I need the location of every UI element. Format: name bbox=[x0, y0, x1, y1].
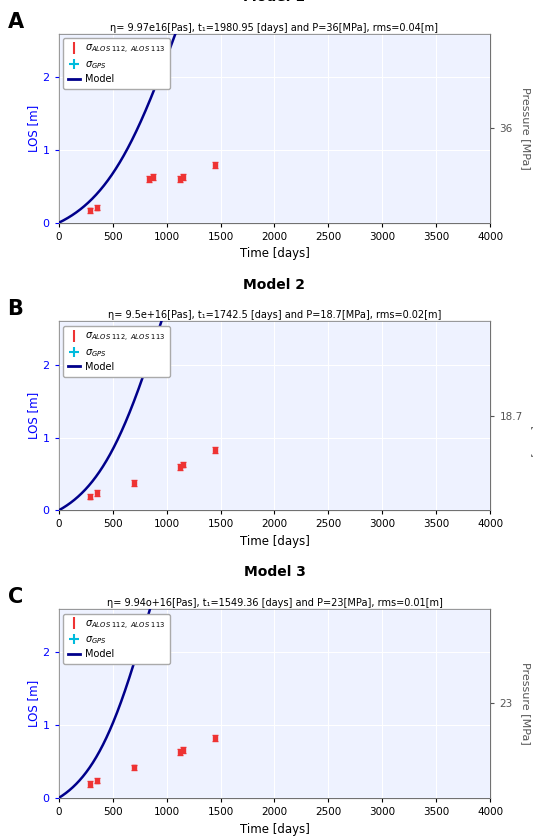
Text: Model 1: Model 1 bbox=[244, 0, 305, 4]
Text: C: C bbox=[8, 587, 23, 606]
Y-axis label: LOS [m]: LOS [m] bbox=[27, 392, 39, 439]
Legend: $\sigma_{ALOS\ 112,\ ALOS\ 113}$, $\sigma_{GPS}$, Model: $\sigma_{ALOS\ 112,\ ALOS\ 113}$, $\sigm… bbox=[63, 614, 170, 664]
Legend: $\sigma_{ALOS\ 112,\ ALOS\ 113}$, $\sigma_{GPS}$, Model: $\sigma_{ALOS\ 112,\ ALOS\ 113}$, $\sigm… bbox=[63, 326, 170, 376]
Y-axis label: LOS [m]: LOS [m] bbox=[27, 104, 39, 152]
X-axis label: Time [days]: Time [days] bbox=[239, 535, 310, 548]
Y-axis label: Pressure [MPa]: Pressure [MPa] bbox=[531, 375, 533, 457]
Text: Model 2: Model 2 bbox=[244, 278, 305, 291]
Text: Model 3: Model 3 bbox=[244, 565, 305, 580]
Text: A: A bbox=[7, 12, 23, 32]
X-axis label: Time [days]: Time [days] bbox=[239, 822, 310, 836]
Y-axis label: Pressure [MPa]: Pressure [MPa] bbox=[521, 87, 531, 170]
Legend: $\sigma_{ALOS\ 112,\ ALOS\ 113}$, $\sigma_{GPS}$, Model: $\sigma_{ALOS\ 112,\ ALOS\ 113}$, $\sigm… bbox=[63, 39, 170, 89]
Title: η= 9.5e+16[Pas], t₁=1742.5 [days] and P=18.7[MPa], rms=0.02[m]: η= 9.5e+16[Pas], t₁=1742.5 [days] and P=… bbox=[108, 311, 441, 320]
X-axis label: Time [days]: Time [days] bbox=[239, 248, 310, 260]
Title: η= 9.94o+16[Pas], t₁=1549.36 [days] and P=23[MPa], rms=0.01[m]: η= 9.94o+16[Pas], t₁=1549.36 [days] and … bbox=[107, 598, 442, 608]
Title: η= 9.97e16[Pas], t₁=1980.95 [days] and P=36[MPa], rms=0.04[m]: η= 9.97e16[Pas], t₁=1980.95 [days] and P… bbox=[110, 23, 439, 33]
Y-axis label: LOS [m]: LOS [m] bbox=[27, 680, 39, 727]
Text: B: B bbox=[7, 299, 23, 319]
Y-axis label: Pressure [MPa]: Pressure [MPa] bbox=[521, 662, 531, 745]
